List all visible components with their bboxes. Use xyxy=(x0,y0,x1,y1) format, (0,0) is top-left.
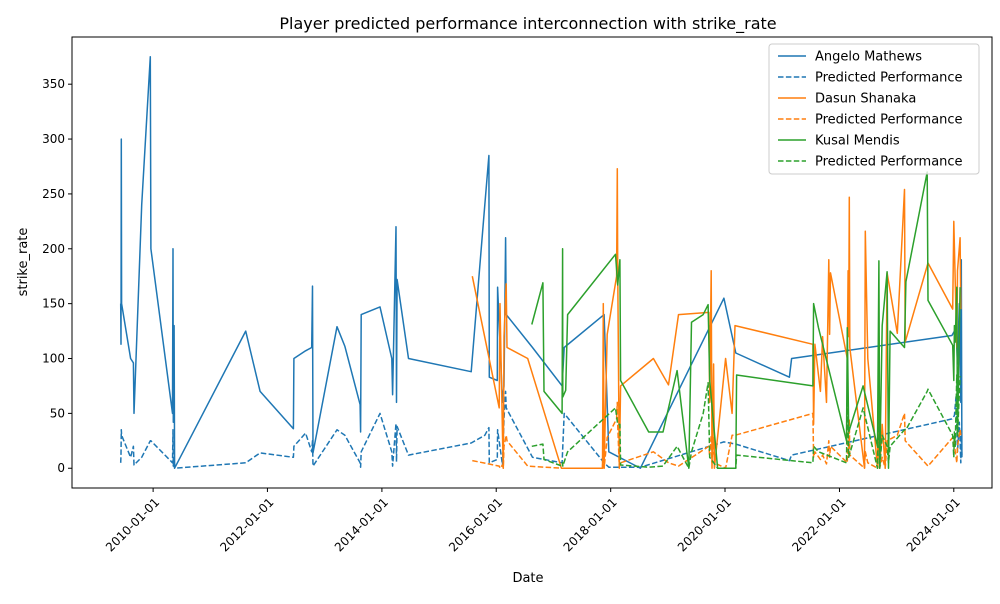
legend-label: Predicted Performance xyxy=(815,113,963,128)
legend-label: Predicted Performance xyxy=(815,71,963,86)
y-axis-label: strike_rate xyxy=(16,228,31,297)
x-axis-label: Date xyxy=(512,571,543,586)
y-tick-label: 100 xyxy=(42,352,65,366)
series-layer xyxy=(119,56,963,469)
legend: Angelo Mathews Predicted Performance Dasun… xyxy=(768,43,980,175)
legend-label: Angelo Mathews xyxy=(815,50,922,65)
series-line-5-predicted xyxy=(531,374,961,469)
series-line-0 xyxy=(119,56,963,469)
legend-label: Dasun Shanaka xyxy=(815,92,916,107)
legend-label: Kusal Mendis xyxy=(815,134,900,149)
series-line-1-predicted xyxy=(119,390,963,469)
y-tick-label: 0 xyxy=(57,461,65,475)
legend-box xyxy=(768,43,980,175)
y-tick-label: 150 xyxy=(42,297,65,311)
chart-title: Player predicted performance interconnec… xyxy=(279,14,776,34)
legend-label: Predicted Performance xyxy=(815,155,963,170)
y-tick-label: 200 xyxy=(42,242,65,256)
y-axis: 0 50 100 150 200 250 300 350 xyxy=(42,77,72,475)
y-tick-label: 50 xyxy=(50,406,65,420)
series-line-4 xyxy=(531,171,961,469)
plot-area xyxy=(71,36,993,489)
plot-frame xyxy=(71,36,993,489)
y-tick-label: 250 xyxy=(42,187,65,201)
y-tick-label: 350 xyxy=(42,77,65,91)
series-line-3-predicted xyxy=(472,401,962,469)
y-tick-label: 300 xyxy=(42,132,65,146)
